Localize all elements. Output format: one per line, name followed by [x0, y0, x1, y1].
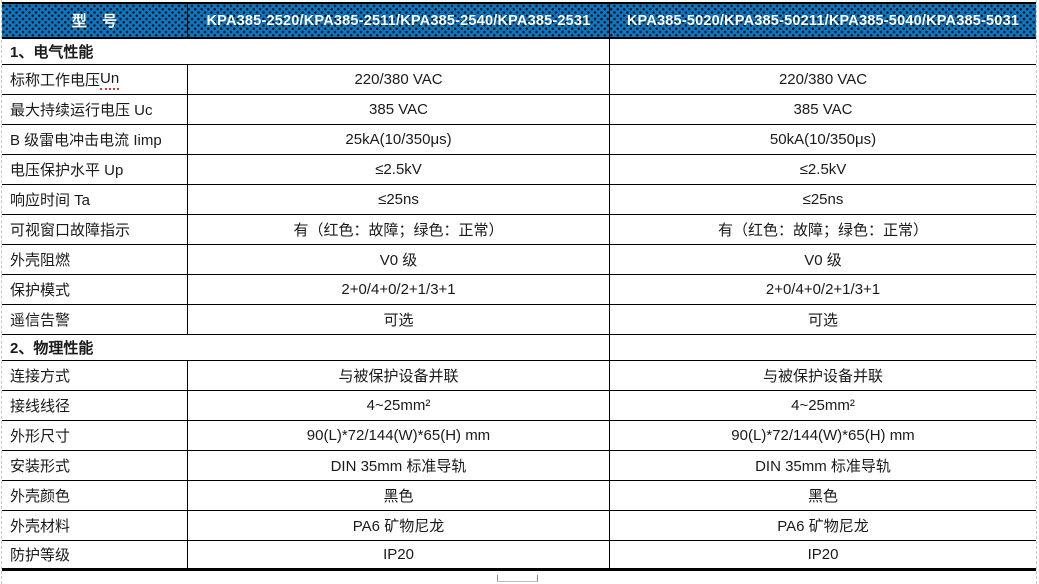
spec-row: 外壳材料 PA6 矿物尼龙 PA6 矿物尼龙 — [2, 511, 1036, 541]
spec-row: 最大持续运行电压 Uc 385 VAC 385 VAC — [2, 95, 1036, 125]
spec-row: 外壳阻燃 V0 级 V0 级 — [2, 245, 1036, 275]
row-label-text: 外壳阻燃 — [10, 252, 71, 269]
value-series-b: V0 级 — [609, 245, 1036, 274]
value-series-a: DIN 35mm 标准导轨 — [187, 451, 609, 480]
value-series-b: 与被保护设备并联 — [609, 361, 1036, 390]
spec-row: 外壳颜色 黑色 黑色 — [2, 481, 1036, 511]
row-label: 外壳阻燃 — [2, 245, 187, 274]
value-series-b: ≤2.5kV — [609, 155, 1036, 184]
spec-row: 标称工作电压 Un 220/380 VAC 220/380 VAC — [2, 65, 1036, 95]
value-series-a: 2+0/4+0/2+1/3+1 — [187, 275, 609, 304]
value-series-b: IP20 — [609, 541, 1036, 568]
section-title-spacer — [609, 335, 1036, 360]
row-label-text: 电压保护水平 Up — [10, 162, 124, 179]
value-series-b: 有（红色：故障；绿色：正常） — [609, 215, 1036, 244]
row-label-text: 可视窗口故障指示 — [10, 222, 131, 239]
row-label-text: B 级雷电冲击电流 Iimp — [10, 132, 162, 149]
value-series-b: 50kA(10/350μs) — [609, 125, 1036, 154]
spec-table: 型 号 KPA385-2520/KPA385-2511/KPA385-2540/… — [2, 2, 1036, 571]
row-label: 保护模式 — [2, 275, 187, 304]
row-label: 响应时间 Ta — [2, 185, 187, 214]
row-label-text: 安装形式 — [10, 458, 71, 475]
row-label: 可视窗口故障指示 — [2, 215, 187, 244]
value-series-b: ≤25ns — [609, 185, 1036, 214]
row-label: 电压保护水平 Up — [2, 155, 187, 184]
spec-row: 安装形式 DIN 35mm 标准导轨 DIN 35mm 标准导轨 — [2, 451, 1036, 481]
row-label-text: 保护模式 — [10, 282, 71, 299]
value-series-b: DIN 35mm 标准导轨 — [609, 451, 1036, 480]
row-label: 接线线径 — [2, 391, 187, 420]
spec-row: 连接方式 与被保护设备并联 与被保护设备并联 — [2, 361, 1036, 391]
row-label: 标称工作电压 Un — [2, 65, 187, 94]
value-series-a: 385 VAC — [187, 95, 609, 124]
table-header-row: 型 号 KPA385-2520/KPA385-2511/KPA385-2540/… — [2, 4, 1036, 39]
spec-row: 外形尺寸 90(L)*72/144(W)*65(H) mm 90(L)*72/144… — [2, 421, 1036, 451]
value-series-b: 2+0/4+0/2+1/3+1 — [609, 275, 1036, 304]
value-series-a: PA6 矿物尼龙 — [187, 511, 609, 540]
section-title-spacer — [609, 39, 1036, 64]
spec-row: 电压保护水平 Up ≤2.5kV ≤2.5kV — [2, 155, 1036, 185]
spec-row: 防护等级 IP20 IP20 — [2, 541, 1036, 571]
row-label: 防护等级 — [2, 541, 187, 568]
table-body: 1、电气性能 标称工作电压 Un 220/380 VAC 220/380 VAC 最大持… — [2, 39, 1036, 571]
row-label: 安装形式 — [2, 451, 187, 480]
page-boundary-right — [1036, 0, 1037, 584]
row-label: 外壳材料 — [2, 511, 187, 540]
page-boundary-left — [1, 0, 2, 584]
value-series-b: 90(L)*72/144(W)*65(H) mm — [609, 421, 1036, 450]
row-label: 最大持续运行电压 Uc — [2, 95, 187, 124]
value-series-a: 黑色 — [187, 481, 609, 510]
row-label-text: 外壳颜色 — [10, 488, 71, 505]
value-series-b: 220/380 VAC — [609, 65, 1036, 94]
value-series-a: ≤25ns — [187, 185, 609, 214]
value-series-b: 4~25mm² — [609, 391, 1036, 420]
header-model-label: 型 号 — [71, 13, 118, 30]
row-label-text: 响应时间 Ta — [10, 192, 91, 209]
value-series-b: 黑色 — [609, 481, 1036, 510]
section-title: 2、物理性能 — [10, 340, 94, 357]
value-series-a: 有（红色：故障；绿色：正常） — [187, 215, 609, 244]
row-label-text: 最大持续运行电压 Uc — [10, 102, 153, 119]
value-series-a: 与被保护设备并联 — [187, 361, 609, 390]
value-series-b: 可选 — [609, 305, 1036, 334]
spec-row: 遥信告警 可选 可选 — [2, 305, 1036, 335]
spec-row: 响应时间 Ta ≤25ns ≤25ns — [2, 185, 1036, 215]
spec-row: 保护模式 2+0/4+0/2+1/3+1 2+0/4+0/2+1/3+1 — [2, 275, 1036, 305]
section-title-row: 2、物理性能 — [2, 335, 1036, 361]
row-label-text: 连接方式 — [10, 368, 71, 385]
value-series-a: 220/380 VAC — [187, 65, 609, 94]
value-series-a: 90(L)*72/144(W)*65(H) mm — [187, 421, 609, 450]
row-label: B 级雷电冲击电流 Iimp — [2, 125, 187, 154]
value-series-a: 可选 — [187, 305, 609, 334]
header-series-a: KPA385-2520/KPA385-2511/KPA385-2540/KPA3… — [187, 4, 609, 37]
value-series-a: 4~25mm² — [187, 391, 609, 420]
row-label: 连接方式 — [2, 361, 187, 390]
value-series-a: V0 级 — [187, 245, 609, 274]
value-series-b: PA6 矿物尼龙 — [609, 511, 1036, 540]
row-label-text: 接线线径 — [10, 398, 71, 415]
row-label-text: 防护等级 — [10, 547, 71, 564]
value-series-a: IP20 — [187, 541, 609, 568]
row-label: 外形尺寸 — [2, 421, 187, 450]
value-series-b: 385 VAC — [609, 95, 1036, 124]
spellcheck-underlined-text: Un — [100, 70, 120, 90]
spec-row: 接线线径 4~25mm² 4~25mm² — [2, 391, 1036, 421]
value-series-a: ≤2.5kV — [187, 155, 609, 184]
value-series-a: 25kA(10/350μs) — [187, 125, 609, 154]
row-label-text: 外壳材料 — [10, 518, 71, 535]
column-handle-mark — [497, 575, 538, 582]
row-label-text: 遥信告警 — [10, 312, 71, 329]
header-series-b: KPA385-5020/KPA385-50211/KPA385-5040/KPA… — [609, 4, 1036, 37]
row-label-text: 标称工作电压 — [10, 72, 101, 89]
spec-row: B 级雷电冲击电流 Iimp 25kA(10/350μs) 50kA(10/350μ… — [2, 125, 1036, 155]
section-title: 1、电气性能 — [10, 44, 94, 61]
row-label: 遥信告警 — [2, 305, 187, 334]
spec-row: 可视窗口故障指示 有（红色：故障；绿色：正常） 有（红色：故障；绿色：正常） — [2, 215, 1036, 245]
section-title-row: 1、电气性能 — [2, 39, 1036, 65]
row-label-text: 外形尺寸 — [10, 428, 71, 445]
row-label: 外壳颜色 — [2, 481, 187, 510]
